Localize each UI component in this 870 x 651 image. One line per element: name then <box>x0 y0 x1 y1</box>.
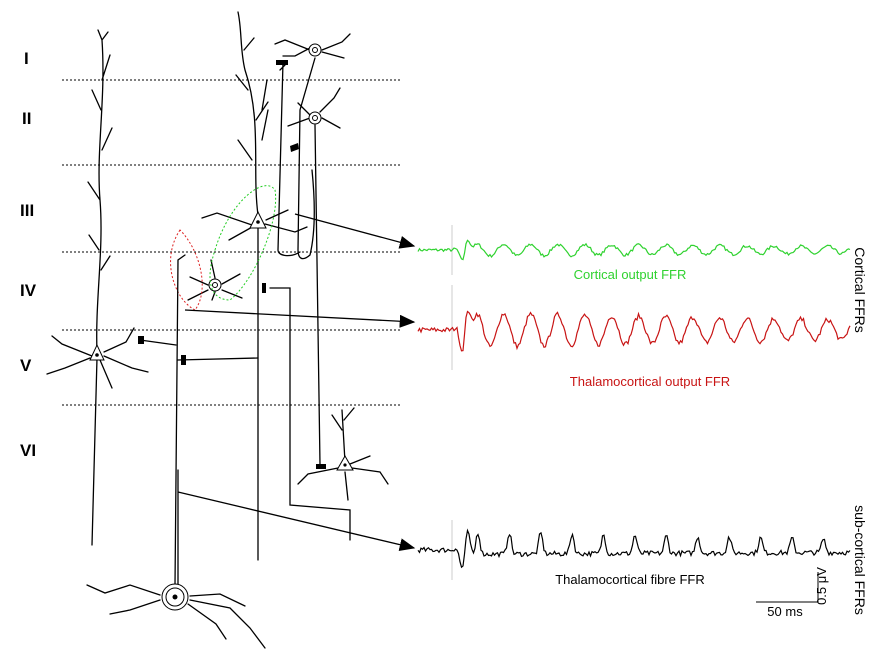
layer-label: I <box>24 49 29 68</box>
layer-label: V <box>20 356 32 375</box>
scale-amplitude: 0.5 μV <box>814 567 829 605</box>
trace-label: Cortical output FFR <box>574 267 687 282</box>
scale-bar <box>756 572 818 602</box>
trace <box>418 240 850 259</box>
scale-time: 50 ms <box>767 604 803 619</box>
figure: I II III IV V VI <box>0 0 870 651</box>
side-label: sub-cortical FFRs <box>852 505 868 615</box>
trace-label: Thalamocortical fibre FFR <box>555 572 705 587</box>
trace-label: Thalamocortical output FFR <box>570 374 730 389</box>
side-label: Cortical FFRs <box>852 247 868 333</box>
trace <box>418 312 850 351</box>
layer-label: III <box>20 201 34 220</box>
layer-label: VI <box>20 441 36 460</box>
trace <box>418 531 850 568</box>
layer-boundaries <box>62 80 400 405</box>
layer-label: IV <box>20 281 37 300</box>
arrows <box>178 214 414 548</box>
layer-label: II <box>22 109 31 128</box>
